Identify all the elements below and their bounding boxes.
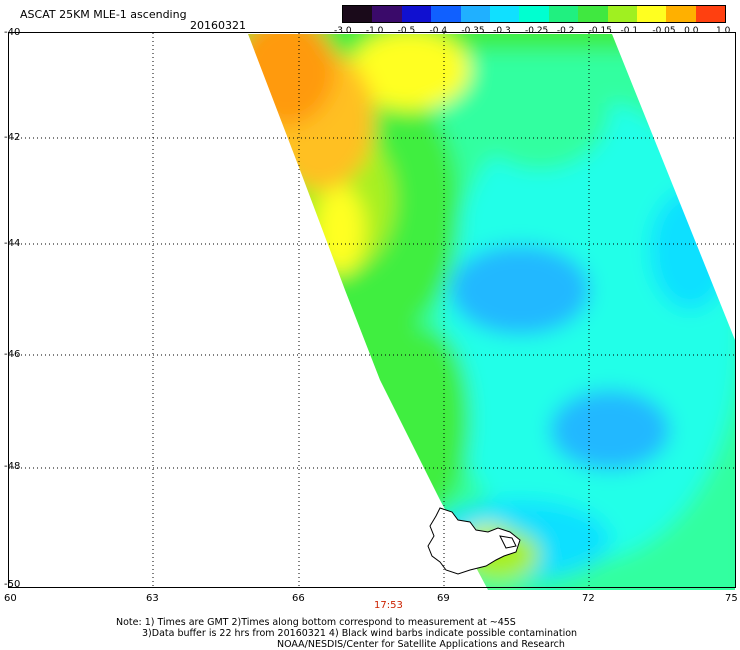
lon-label: 72 — [582, 593, 595, 604]
footer-note-2: 3)Data buffer is 22 hrs from 20160321 4)… — [142, 628, 578, 639]
colorbar-swatch — [548, 6, 579, 22]
colorbar-label: -0.35 — [461, 26, 485, 36]
colorbar-label: -0.05 — [652, 26, 676, 36]
colorbar-swatch — [607, 6, 637, 22]
swath-green-patch-2 — [390, 330, 470, 510]
colorbar-label: -0.2 — [556, 26, 575, 36]
colorbar-label: -3.0 — [334, 26, 352, 36]
colorbar-label: -0.15 — [588, 26, 612, 36]
swath-aqua-patch-1 — [470, 50, 610, 170]
lat-label: -46 — [4, 349, 21, 360]
lat-label: -44 — [4, 238, 21, 249]
colorbar-label: -1.0 — [365, 26, 384, 36]
lon-label: 63 — [146, 593, 159, 604]
island-outline — [427, 507, 521, 575]
colorbar-label: -0.25 — [525, 26, 549, 36]
swath-yellow-patch-1 — [315, 185, 365, 275]
colorbar-swatch — [578, 6, 608, 22]
lat-label: -42 — [4, 132, 21, 143]
lat-label: -40 — [4, 27, 21, 38]
chart-title: ASCAT 25KM MLE-1 ascending — [20, 8, 187, 21]
colorbar-label: 0.0 — [684, 26, 699, 36]
time-label: 17:53 — [374, 600, 403, 611]
lon-label: 69 — [437, 593, 450, 604]
colorbar-swatch — [401, 6, 432, 22]
colorbar-label: -0.3 — [493, 26, 511, 36]
map-frame — [8, 32, 736, 588]
swath-cyan-region — [440, 100, 735, 560]
colorbar-swatch — [666, 6, 696, 22]
colorbar-swatch — [431, 6, 461, 22]
footer-note-3: NOAA/NESDIS/Center for Satellite Applica… — [277, 639, 565, 650]
colorbar-label: -0.5 — [397, 26, 416, 36]
colorbar-label: -0.4 — [429, 26, 448, 36]
colorbar-swatch — [460, 6, 490, 22]
swath-blue-patch-2 — [550, 390, 670, 470]
swath-blue-patch-1 — [450, 245, 590, 335]
colorbar-swatch — [519, 6, 549, 22]
lon-label: 60 — [4, 593, 17, 604]
swath-yellow-patch-2 — [350, 34, 470, 110]
colorbar-label: -0.1 — [620, 26, 639, 36]
colorbar-swatch — [489, 6, 520, 22]
chart-date: 20160321 — [190, 19, 246, 32]
colorbar-label: 1.0 — [716, 26, 731, 36]
colorbar-swatch — [343, 6, 373, 22]
swath-orange-patch — [248, 34, 335, 125]
colorbar-swatch — [695, 6, 726, 22]
swath-blue-patch-3 — [650, 190, 730, 310]
footer-note-1: Note: 1) Times are GMT 2)Times along bot… — [116, 617, 516, 628]
lon-label: 75 — [725, 593, 738, 604]
colorbar-swatch — [636, 6, 667, 22]
lat-label: -48 — [4, 461, 21, 472]
colorbar-swatch — [372, 6, 402, 22]
colorbar — [342, 5, 726, 23]
grid-lines — [9, 33, 736, 588]
lon-label: 66 — [292, 593, 305, 604]
lat-label: -50 — [4, 579, 21, 590]
